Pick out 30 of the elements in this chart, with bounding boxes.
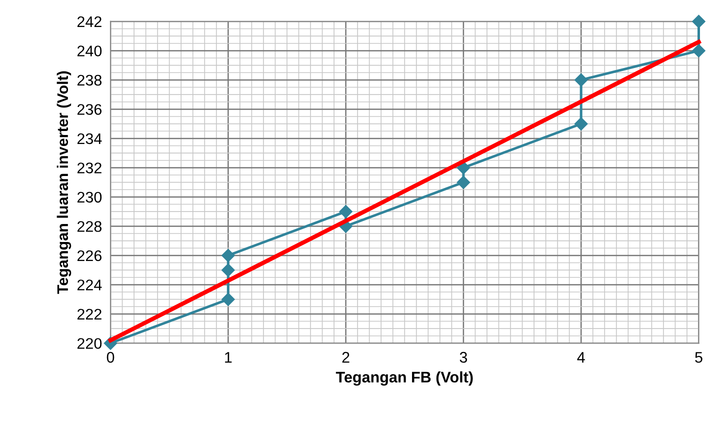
point	[222, 248, 235, 262]
y-tick-label: 240	[77, 46, 102, 56]
y-tick-label: 226	[77, 250, 102, 262]
x-tick-label: 3	[460, 352, 468, 363]
y-axis-title: Tegangan luaran inverter (Volt)	[56, 71, 72, 294]
x-tick-label: 1	[225, 352, 232, 363]
point	[574, 73, 588, 87]
y-tick-label: 236	[77, 104, 102, 115]
y-tick-label: 238	[77, 74, 102, 86]
x-tick-label: 0	[106, 352, 114, 363]
x-tick-label: 4	[577, 352, 585, 363]
point	[692, 44, 706, 58]
y-tick-label: 234	[77, 133, 102, 144]
y-tick-label: 224	[77, 280, 102, 290]
point	[456, 161, 470, 174]
point	[222, 263, 235, 277]
y-tick-label: 220	[77, 338, 102, 349]
y-tick-label: 228	[77, 221, 102, 232]
y-tick-label: 232	[77, 162, 102, 174]
y-tick-label: 242	[77, 16, 102, 27]
y-tick-label: 230	[77, 192, 102, 203]
point	[574, 117, 588, 130]
x-tick-label: 5	[695, 352, 702, 363]
point	[456, 176, 470, 189]
x-axis-title: Tegangan FB (Volt)	[336, 371, 473, 386]
x-tick-label: 2	[342, 352, 350, 363]
point	[692, 14, 706, 28]
y-tick-label: 222	[77, 308, 102, 320]
point	[222, 292, 235, 306]
point	[339, 204, 352, 218]
